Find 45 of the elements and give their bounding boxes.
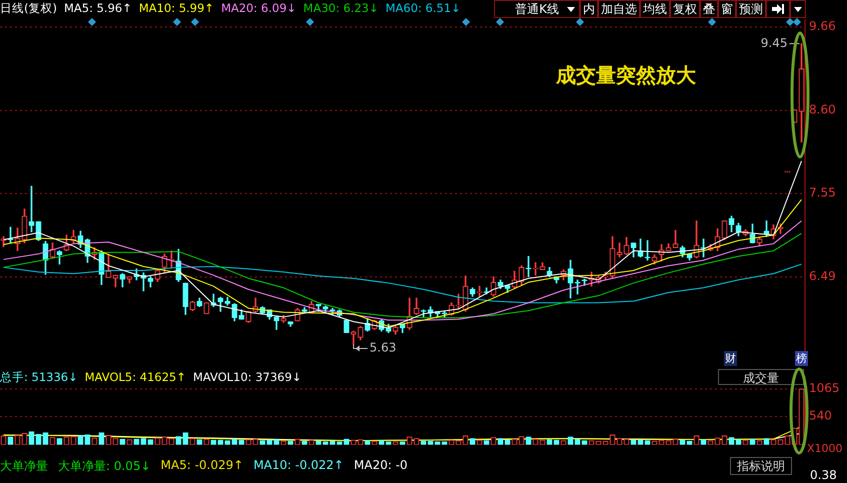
text: 0.38 — [810, 468, 837, 482]
y-tick-label: 7.55 — [809, 185, 836, 200]
text: MA30: 6.23↓ — [303, 0, 378, 16]
candlestick — [526, 256, 532, 278]
y-tick-label: 8.60 — [809, 102, 836, 117]
text: 总手: 51336↓ — [0, 369, 78, 385]
text: MAVOL10: 37369↓ — [193, 369, 302, 385]
annotation: 成交量突然放大 — [556, 62, 696, 89]
candlestick — [644, 240, 650, 261]
text: 榜 — [795, 351, 808, 366]
text: MA20: -0 — [354, 458, 408, 474]
text: 财 — [724, 351, 737, 366]
bar — [98, 432, 104, 445]
y-tick-label: 6.49 — [809, 268, 836, 283]
bar — [28, 431, 34, 445]
candlestick — [616, 242, 622, 258]
chart-title: 日线(复权) — [0, 0, 57, 16]
text: MA10: -0.022↑ — [253, 458, 344, 474]
candlestick — [350, 330, 356, 345]
annotation: 5.63 — [370, 340, 396, 355]
text: 指标说明 — [730, 457, 792, 475]
candlestick — [672, 230, 678, 248]
candlestick — [456, 294, 462, 309]
text: 大单净量 — [0, 458, 48, 475]
text: MA60: 6.51↓ — [385, 0, 461, 16]
bar — [36, 434, 42, 445]
text: MA20: 6.09↓ — [221, 0, 296, 16]
y-tick-label: 1065 — [809, 381, 840, 396]
candlestick — [532, 262, 538, 276]
bar — [78, 436, 84, 445]
y-tick-label: 540 — [809, 408, 832, 423]
text: MA10: 5.99↑ — [138, 0, 214, 16]
text: 大单净量: 0.05↓ — [58, 458, 151, 475]
bar — [182, 432, 188, 445]
annotation: 9.45 — [760, 36, 788, 50]
toolbar: 普通K线 内 加自选 均线 复权 叠 窗 预测 — [494, 0, 806, 18]
bar — [42, 432, 48, 445]
text: MA5: 5.96↑ — [64, 0, 132, 16]
bar — [84, 434, 90, 445]
text: MA5: -0.029↑ — [160, 458, 244, 474]
y-tick-label: 9.66 — [809, 19, 836, 34]
text: MAVOL5: 41625↑ — [84, 369, 186, 385]
candlestick — [28, 186, 34, 232]
annotation: 成交量 — [718, 369, 804, 385]
text: X1000 — [807, 442, 843, 455]
